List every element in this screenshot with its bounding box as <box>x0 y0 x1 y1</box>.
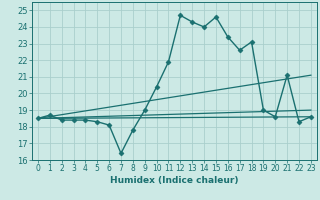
X-axis label: Humidex (Indice chaleur): Humidex (Indice chaleur) <box>110 176 239 185</box>
